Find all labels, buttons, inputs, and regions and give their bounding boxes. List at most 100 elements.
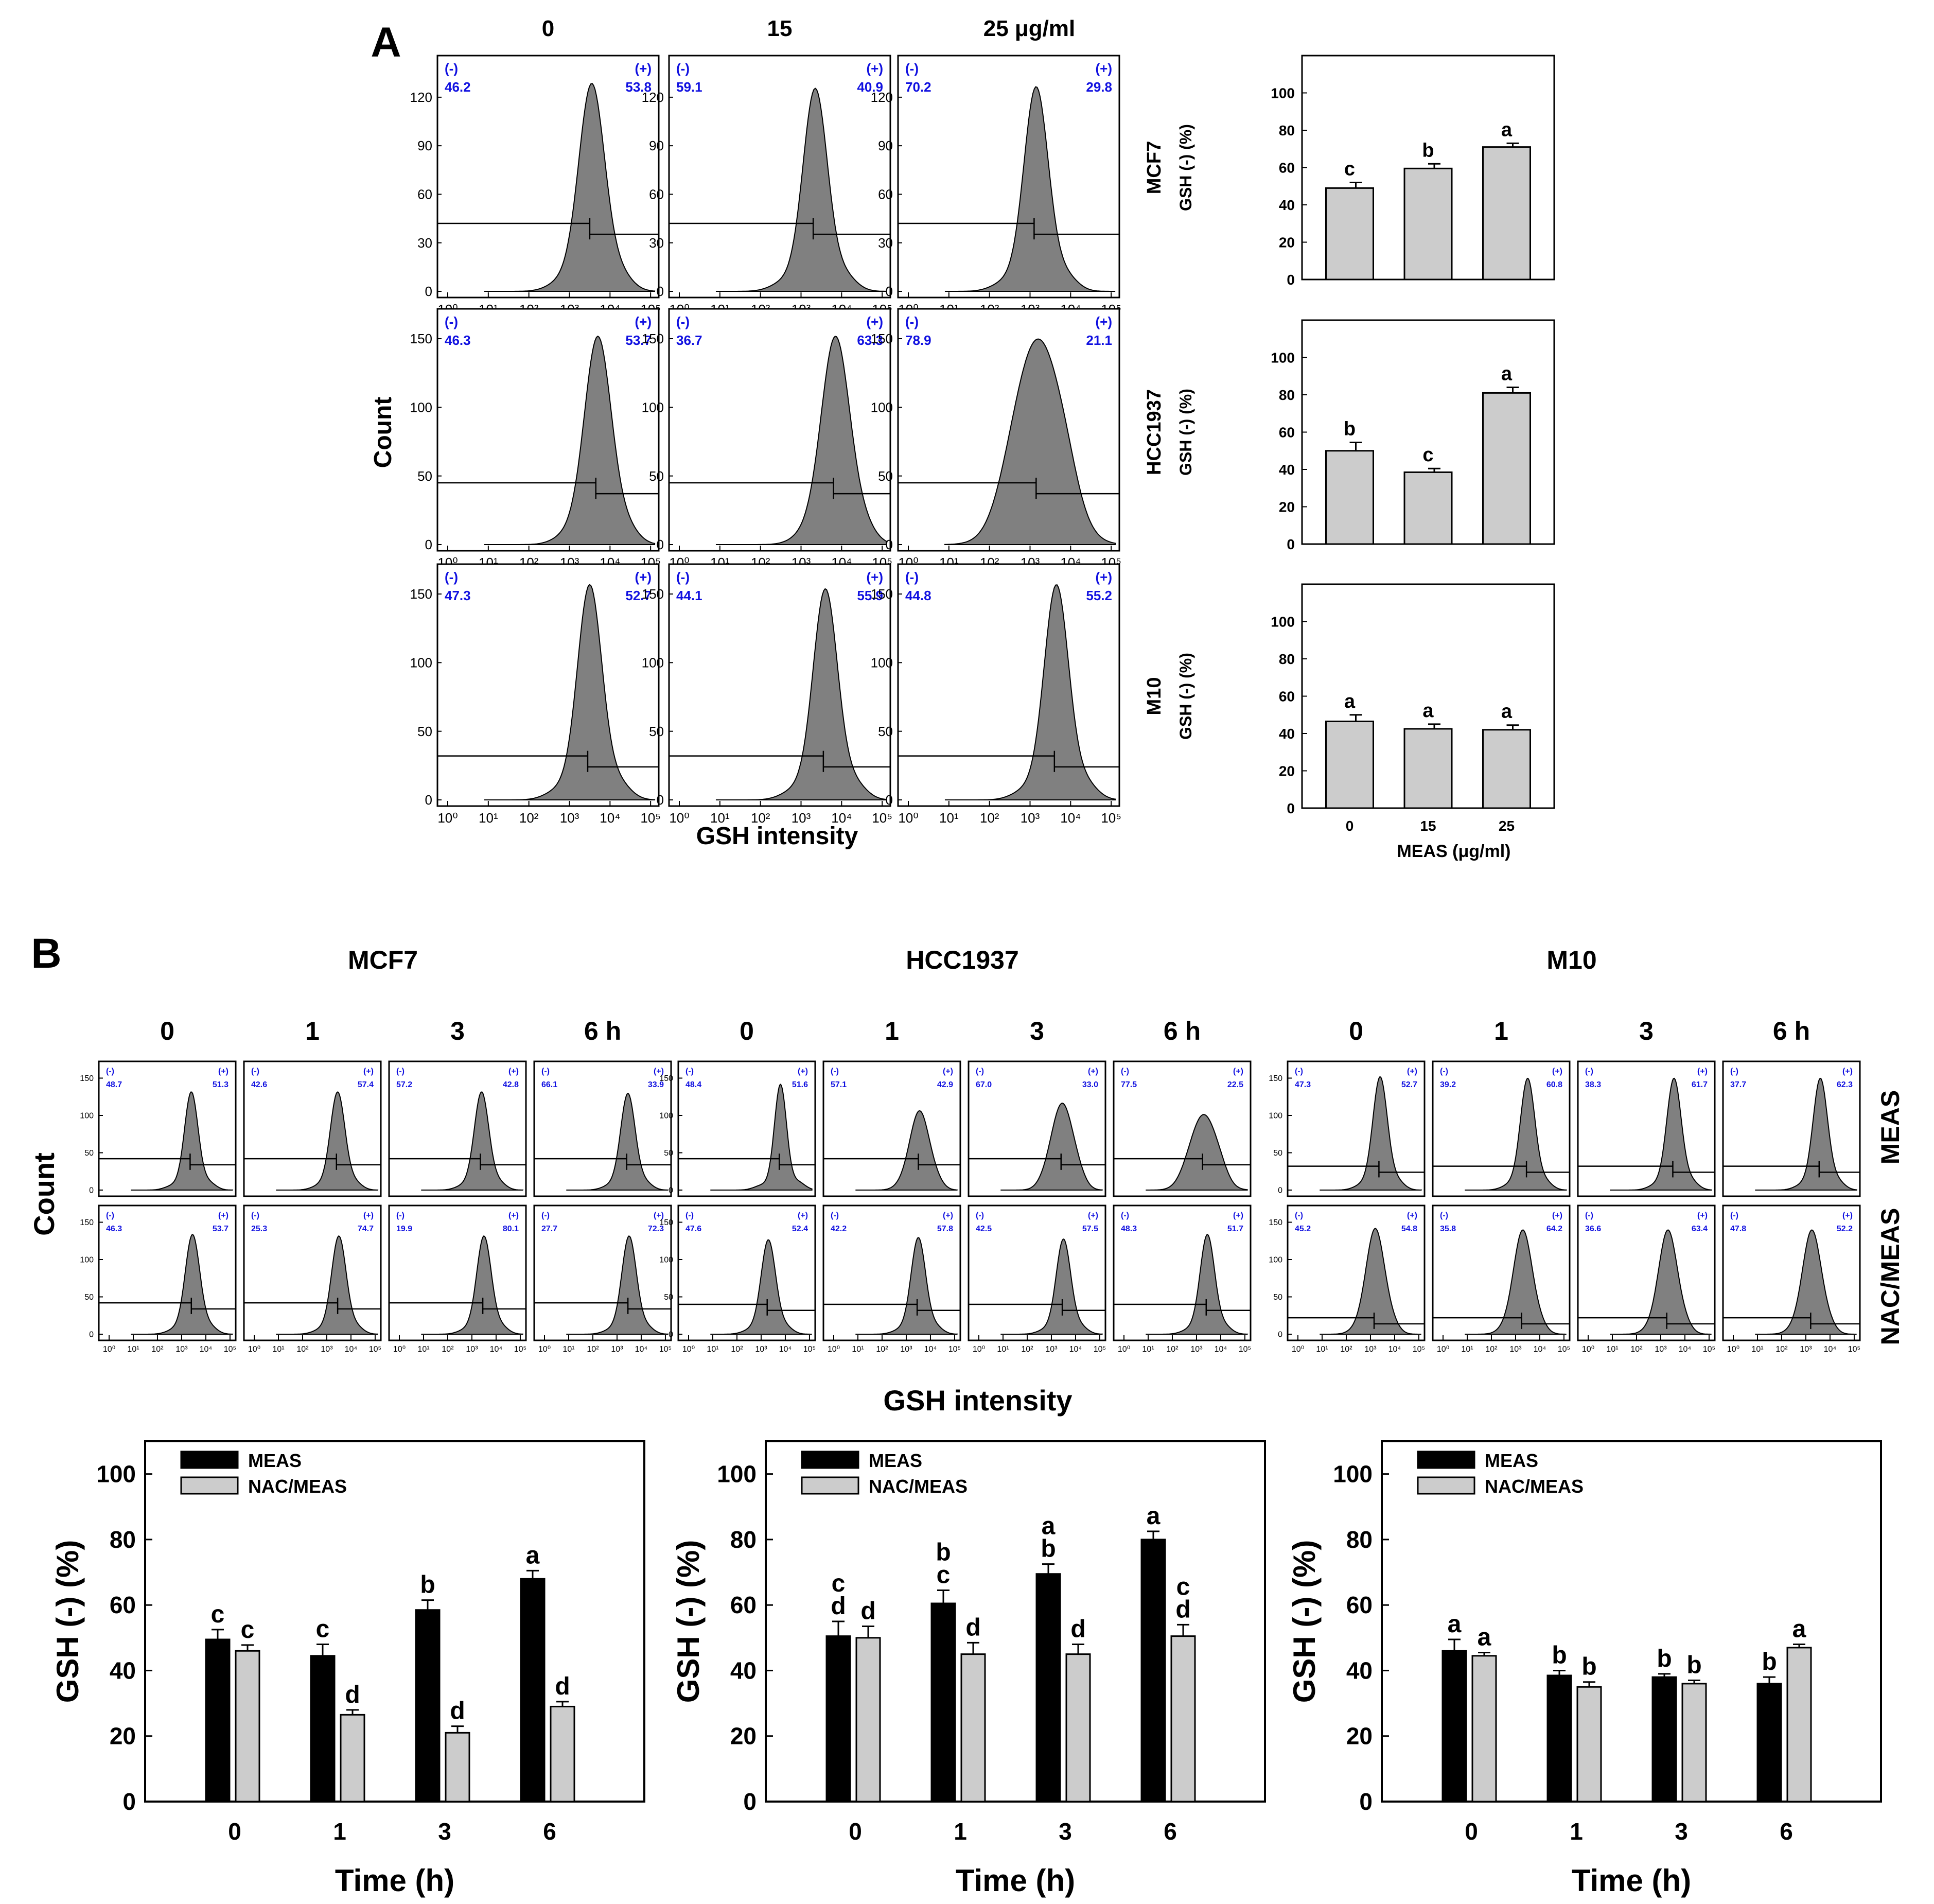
significance-letter: b bbox=[1686, 1652, 1701, 1679]
histogram-curve bbox=[1320, 1228, 1421, 1335]
y-tick-label: 100 bbox=[1271, 614, 1295, 630]
histogram-frame bbox=[677, 1204, 816, 1341]
y-tick-label: 50 bbox=[417, 724, 432, 739]
histogram-curve bbox=[1146, 1234, 1249, 1335]
gate-positive-value: 64.2 bbox=[1546, 1225, 1562, 1233]
y-tick-label: 120 bbox=[642, 90, 664, 105]
bar-meas bbox=[825, 1635, 851, 1803]
x-tick-label: 10² bbox=[1021, 1345, 1033, 1354]
y-tick-label: 100 bbox=[80, 1112, 94, 1121]
y-tick-label: 30 bbox=[649, 235, 664, 251]
gate-positive-value: 22.5 bbox=[1227, 1080, 1243, 1089]
x-axis-label: Time (h) bbox=[956, 1863, 1075, 1898]
y-tick-label: 60 bbox=[110, 1592, 136, 1618]
significance-letter: d bbox=[345, 1681, 360, 1708]
histogram-plot: (-) 39.2 (+) 60.8 bbox=[1432, 1060, 1571, 1197]
x-tick-label: 10⁴ bbox=[345, 1345, 358, 1354]
gate-positive-label: (+) bbox=[363, 1211, 374, 1220]
y-tick-label: 40 bbox=[1279, 197, 1295, 213]
histogram-frame bbox=[533, 1204, 672, 1341]
x-tick-label: 3 bbox=[1059, 1818, 1072, 1845]
gate-negative-value: 19.9 bbox=[396, 1225, 412, 1233]
x-tick-label: 10¹ bbox=[710, 810, 730, 826]
gate-negative-label: (-) bbox=[1730, 1067, 1738, 1076]
gate-positive-label: (+) bbox=[1233, 1067, 1243, 1076]
gate-negative-value: 47.6 bbox=[685, 1225, 701, 1233]
x-tick-label: 10³ bbox=[175, 1345, 188, 1354]
bar-meas bbox=[1546, 1674, 1572, 1803]
gate-negative-label: (-) bbox=[445, 314, 458, 329]
time-header: 3 bbox=[450, 1017, 465, 1045]
gate-negative-value: 42.5 bbox=[976, 1225, 992, 1233]
y-tick-label: 100 bbox=[642, 399, 664, 415]
legend-label: MEAS bbox=[1485, 1450, 1538, 1471]
time-header: 3 bbox=[1639, 1017, 1654, 1045]
x-tick-label: 10¹ bbox=[272, 1345, 284, 1354]
y-tick-label: 150 bbox=[1269, 1074, 1282, 1083]
gate-positive-label: (+) bbox=[867, 61, 884, 76]
x-tick-label: 10⁵ bbox=[514, 1345, 526, 1354]
gate-positive-value: 52.7 bbox=[625, 588, 652, 603]
y-tick-label: 0 bbox=[1359, 1788, 1373, 1815]
gate-positive-value: 57.8 bbox=[937, 1225, 953, 1233]
histogram-plot: (-) 42.5 (+) 57.5 10⁰ 10¹ 10² 10³ 10⁴ 10⁵ bbox=[968, 1204, 1106, 1354]
y-tick-label: 100 bbox=[1271, 350, 1295, 366]
gate-positive-value: 55.2 bbox=[1086, 588, 1112, 603]
histogram-curve bbox=[276, 1235, 378, 1335]
histogram-plot: (-)70.2(+)29.8030609012010⁰10¹10²10³10⁴1… bbox=[871, 55, 1121, 317]
gate-negative-value: 48.4 bbox=[685, 1080, 701, 1089]
gate-positive-label: (+) bbox=[218, 1067, 228, 1076]
x-tick-label: 10⁵ bbox=[803, 1345, 816, 1354]
histogram-curve bbox=[484, 335, 656, 545]
x-tick-label: 6 bbox=[1780, 1818, 1793, 1845]
x-tick-label: 0 bbox=[228, 1818, 241, 1845]
histogram-plot: (-) 47.8 (+) 52.2 10⁰ 10¹ 10² 10³ 10⁴ 10⁵ bbox=[1722, 1204, 1861, 1354]
gate-positive-label: (+) bbox=[798, 1211, 808, 1220]
x-tick-label: 10¹ bbox=[1461, 1345, 1473, 1354]
gate-negative-label: (-) bbox=[541, 1211, 550, 1220]
x-tick-label: 10⁰ bbox=[682, 1345, 695, 1354]
histogram-plot: (-) 47.3 (+) 52.7 0 50 100 150 bbox=[1269, 1060, 1426, 1197]
significance-letter: b bbox=[1344, 418, 1356, 440]
y-tick-label: 150 bbox=[642, 586, 664, 602]
x-tick-label: 3 bbox=[438, 1818, 451, 1845]
x-tick-label: 10³ bbox=[792, 810, 811, 826]
bar bbox=[1482, 392, 1531, 545]
histogram-curve bbox=[484, 584, 656, 800]
x-tick-label: 10² bbox=[731, 1345, 743, 1354]
time-header: 3 bbox=[1030, 1017, 1044, 1045]
gate-positive-value: 80.1 bbox=[503, 1225, 519, 1233]
histogram-frame bbox=[533, 1060, 672, 1197]
y-tick-label: 150 bbox=[80, 1218, 94, 1227]
histogram-frame bbox=[243, 1060, 382, 1197]
bar-nac-meas bbox=[1065, 1653, 1091, 1803]
y-tick-label: 150 bbox=[642, 331, 664, 346]
gate-positive-value: 33.9 bbox=[648, 1080, 664, 1089]
gate-negative-label: (-) bbox=[676, 61, 690, 76]
gate-positive-label: (+) bbox=[218, 1211, 228, 1220]
y-tick-label: 100 bbox=[871, 655, 893, 670]
cell-line-header: HCC1937 bbox=[906, 946, 1019, 974]
y-tick-label: 50 bbox=[664, 1149, 673, 1158]
x-tick-label: 10⁵ bbox=[1101, 810, 1121, 826]
histogram-curve bbox=[484, 83, 656, 292]
histogram-curve bbox=[421, 1235, 523, 1335]
gate-positive-label: (+) bbox=[508, 1211, 519, 1220]
histogram-frame bbox=[98, 1204, 237, 1341]
gate-positive-label: (+) bbox=[1096, 314, 1113, 329]
x-tick-label: 10³ bbox=[1045, 1345, 1058, 1354]
histogram-curve bbox=[131, 1234, 234, 1335]
histogram-curve bbox=[715, 336, 887, 545]
histogram-plot: (-) 44.8 (+) 55.2 0 50 100 150 10⁰ 10¹ 10² 10³ 10⁴ 10… bbox=[871, 563, 1121, 826]
histogram-frame bbox=[436, 563, 660, 807]
gate-positive-label: (+) bbox=[1552, 1067, 1562, 1076]
gate-negative-value: 37.7 bbox=[1730, 1080, 1746, 1089]
bar-nac-meas bbox=[550, 1705, 575, 1803]
y-tick-label: 150 bbox=[80, 1074, 94, 1083]
histogram-curve bbox=[1755, 1229, 1857, 1335]
y-tick-label: 80 bbox=[1279, 651, 1295, 667]
y-tick-label: 120 bbox=[410, 90, 432, 105]
time-header: 1 bbox=[305, 1017, 320, 1045]
y-tick-label: 150 bbox=[871, 586, 893, 602]
